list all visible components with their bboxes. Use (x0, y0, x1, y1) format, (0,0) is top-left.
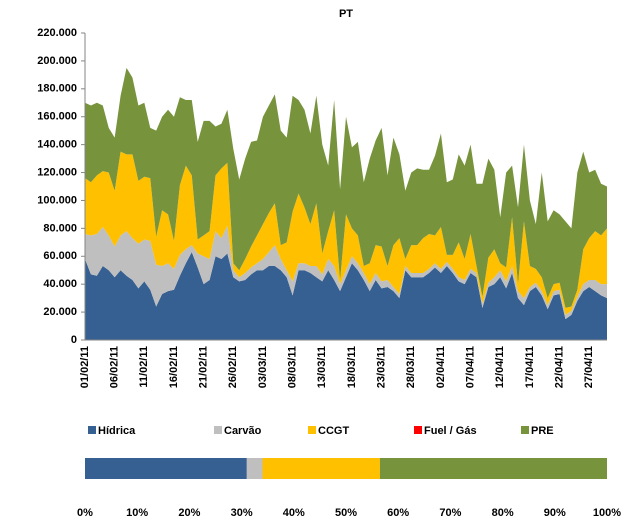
x-tick-label: 13/03/11 (316, 346, 328, 388)
y-tick-label: 220.000 (37, 27, 77, 39)
x-tick-label: 40% (283, 507, 305, 519)
x-tick-label: 50% (335, 507, 357, 519)
bar-segment (85, 458, 247, 479)
y-tick-label: 160.000 (37, 111, 77, 123)
y-tick-label: 140.000 (37, 139, 77, 151)
x-tick-label: 03/03/11 (257, 346, 269, 388)
x-tick-label: 01/02/11 (79, 346, 91, 388)
bar-segment (379, 458, 607, 479)
y-tick-label: 80.000 (43, 222, 77, 234)
legend-label: PRE (531, 425, 554, 437)
x-tick-label: 70% (439, 507, 461, 519)
x-tick-label: 18/03/11 (346, 346, 358, 388)
x-tick-label: 26/02/11 (227, 346, 239, 388)
legend-label: CCGT (318, 425, 349, 437)
x-tick-label: 23/03/11 (375, 346, 387, 388)
x-tick-label: 17/04/11 (524, 346, 536, 388)
area (85, 67, 607, 308)
y-tick-label: 0 (71, 334, 77, 346)
x-tick-label: 12/04/11 (494, 346, 506, 388)
x-tick-label: 02/04/11 (435, 346, 447, 388)
area (85, 225, 607, 320)
bar-segment (246, 458, 263, 479)
area (85, 151, 607, 315)
legend-swatch (521, 426, 529, 434)
y-tick-label: 120.000 (37, 166, 77, 178)
bar-segment (262, 458, 380, 479)
legend-swatch (214, 426, 222, 434)
x-tick-label: 21/02/11 (198, 346, 210, 388)
legend-swatch (414, 426, 422, 434)
legend-label: Hídrica (98, 425, 136, 437)
y-tick-label: 40.000 (43, 278, 77, 290)
y-tick-label: 180.000 (37, 83, 77, 95)
x-tick-label: 08/03/11 (287, 346, 299, 388)
x-tick-label: 16/02/11 (168, 346, 180, 388)
y-tick-label: 20.000 (43, 306, 77, 318)
x-tick-label: 27/04/11 (583, 346, 595, 388)
legend-label: Carvão (224, 425, 262, 437)
x-tick-label: 11/02/11 (138, 346, 150, 388)
y-tick-label: 200.000 (37, 55, 77, 67)
area (85, 252, 607, 340)
y-tick-label: 60.000 (43, 250, 77, 262)
y-tick-label: 100.000 (37, 194, 77, 206)
x-tick-label: 07/04/11 (464, 346, 476, 388)
x-tick-label: 80% (492, 507, 514, 519)
x-tick-label: 10% (126, 507, 148, 519)
legend-swatch (308, 426, 316, 434)
x-tick-label: 100% (593, 507, 621, 519)
x-tick-label: 06/02/11 (109, 346, 121, 388)
legend-label: Fuel / Gás (424, 425, 477, 437)
x-tick-label: 30% (231, 507, 253, 519)
x-tick-label: 0% (77, 507, 93, 519)
x-tick-label: 28/03/11 (405, 346, 417, 388)
x-tick-label: 20% (178, 507, 200, 519)
chart-title: PT (339, 8, 353, 20)
x-tick-label: 90% (544, 507, 566, 519)
legend-swatch (88, 426, 96, 434)
x-tick-label: 22/04/11 (553, 346, 565, 388)
x-tick-label: 60% (387, 507, 409, 519)
